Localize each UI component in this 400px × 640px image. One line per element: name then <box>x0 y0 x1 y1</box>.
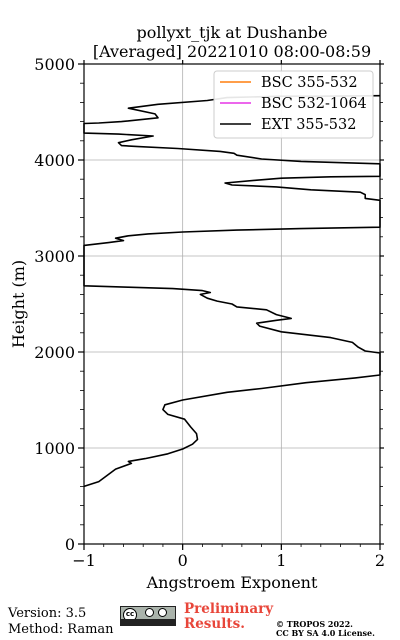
chart-title-line1: pollyxt_tjk at Dushanbe <box>136 23 327 42</box>
y-tick-label: 0 <box>65 535 75 554</box>
x-tick-label: −1 <box>72 551 96 570</box>
preliminary-results-note: Preliminary Results. <box>184 602 273 632</box>
plot-frame <box>83 63 381 545</box>
y-tick-label: 3000 <box>34 247 75 266</box>
y-axis-label: Height (m) <box>9 260 28 348</box>
preliminary-line2: Results. <box>184 616 245 632</box>
legend-frame <box>213 70 374 139</box>
x-axis-label: Angstroem Exponent <box>146 573 318 592</box>
y-tick-label: 4000 <box>34 151 75 170</box>
y-axis-ticks: 0 1000 2000 3000 4000 5000 <box>34 55 384 554</box>
x-tick-label: 1 <box>276 551 286 570</box>
copyright-note: © TROPOS 2022. CC BY SA 4.0 License. <box>276 620 375 638</box>
series-lines <box>83 94 381 488</box>
y-tick-label: 2000 <box>34 343 75 362</box>
cc-by-sa-icon: cc <box>120 606 176 626</box>
method-text: Method: Raman <box>8 622 114 637</box>
series-line <box>83 94 381 488</box>
chart-title-line2: [Averaged] 20221010 08:00-08:59 <box>93 42 371 61</box>
copyright-line1: © TROPOS 2022. <box>276 619 353 629</box>
legend-label: BSC 355-532 <box>261 75 358 91</box>
legend-label: EXT 355-532 <box>261 117 356 133</box>
version-text: Version: 3.5 <box>8 606 87 621</box>
y-tick-label: 5000 <box>34 55 75 74</box>
x-tick-label: 2 <box>375 551 385 570</box>
version-info: Version: 3.5 Method: Raman <box>8 606 114 638</box>
copyright-line2: CC BY SA 4.0 License. <box>276 628 375 638</box>
preliminary-line1: Preliminary <box>184 601 274 617</box>
y-tick-label: 1000 <box>34 439 75 458</box>
x-tick-label: 0 <box>178 551 188 570</box>
legend-label: BSC 532-1064 <box>261 96 367 112</box>
legend: BSC 355-532 BSC 532-1064 EXT 355-532 <box>213 70 374 139</box>
